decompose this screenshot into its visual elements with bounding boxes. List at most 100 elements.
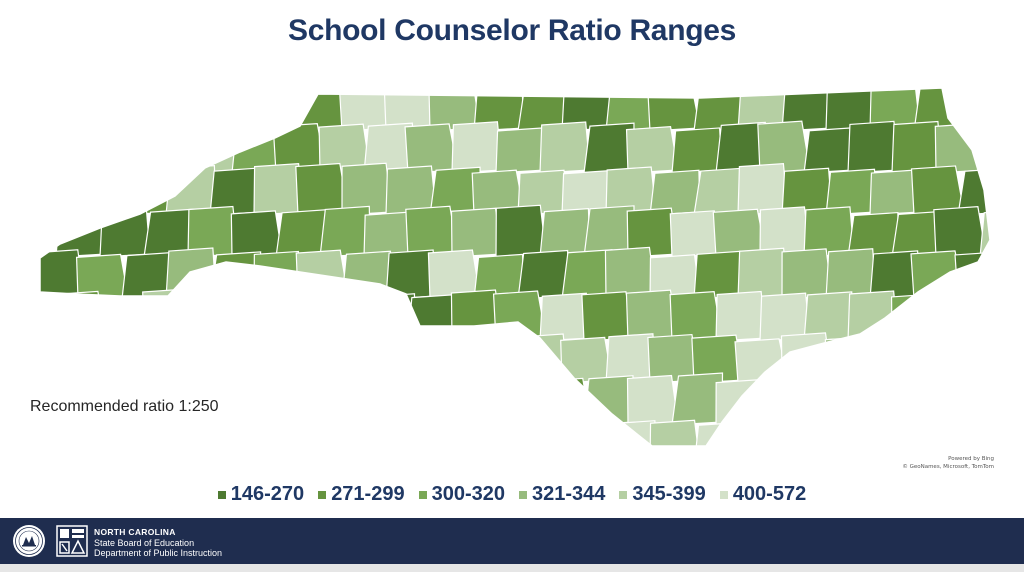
county-region — [76, 88, 129, 132]
county-region — [319, 205, 371, 258]
county-region — [977, 121, 990, 174]
county-region — [119, 88, 173, 132]
county-region — [824, 336, 877, 384]
county-region — [781, 422, 833, 446]
county-region — [583, 375, 635, 426]
county-region — [405, 205, 459, 258]
legend-item-1: 146-270 — [217, 483, 304, 506]
county-region — [341, 250, 393, 300]
county-region — [98, 126, 151, 174]
footer-line-2: State Board of Education — [94, 537, 195, 548]
county-region — [363, 293, 416, 342]
county-region — [275, 378, 327, 426]
county-region — [803, 376, 855, 426]
county-region — [891, 120, 943, 174]
county-region — [539, 121, 591, 174]
county-region — [40, 88, 85, 132]
county-region — [252, 414, 305, 446]
county-region — [187, 295, 240, 342]
county-region — [495, 204, 547, 258]
county-region — [935, 377, 987, 426]
county-region — [869, 337, 921, 384]
county-region — [77, 331, 129, 384]
county-region — [230, 210, 283, 258]
map-svg — [39, 87, 991, 447]
county-region — [231, 295, 283, 342]
map-attribution: Powered by Bing © GeoNames, Microsoft, T… — [902, 455, 994, 471]
attribution-line-2: © GeoNames, Microsoft, TomTom — [902, 464, 994, 470]
county-region — [275, 293, 327, 342]
county-region — [823, 419, 877, 446]
county-region — [626, 374, 679, 426]
county-region — [40, 163, 85, 216]
legend-item-4: 321-344 — [519, 483, 605, 506]
legend-item-3: 300-320 — [418, 483, 505, 506]
county-region — [891, 379, 943, 426]
county-region — [539, 208, 591, 258]
county-region — [934, 122, 987, 174]
nc-county-map — [0, 60, 1024, 460]
county-region — [913, 416, 965, 446]
county-region — [625, 126, 679, 174]
legend-item-5: 345-399 — [619, 483, 706, 506]
county-region — [209, 251, 262, 300]
footer-org-name: NORTH CAROLINA — [94, 527, 176, 537]
county-region — [492, 290, 547, 342]
state-seal-icon — [13, 525, 45, 557]
county-region — [671, 127, 723, 174]
county-region — [75, 166, 129, 216]
county-region — [165, 330, 217, 384]
county-region — [429, 419, 481, 446]
county-region — [847, 120, 899, 174]
county-region — [495, 127, 547, 174]
dpi-logo-icon — [56, 525, 88, 557]
county-region — [120, 415, 173, 446]
county-region — [253, 333, 305, 384]
county-region — [165, 247, 217, 300]
county-region — [294, 336, 349, 384]
county-region — [560, 336, 613, 384]
county-region — [99, 296, 151, 342]
county-region — [450, 207, 503, 258]
county-region — [473, 418, 525, 446]
county-region — [517, 414, 569, 446]
county-region — [890, 293, 943, 342]
county-region — [385, 336, 438, 384]
county-region — [979, 291, 990, 342]
county-region — [693, 167, 746, 216]
county-region — [957, 88, 990, 132]
county-region — [75, 417, 129, 446]
legend-swatch-6 — [719, 490, 728, 499]
county-region — [693, 421, 745, 446]
legend-swatch-4 — [519, 490, 527, 499]
county-region — [40, 335, 85, 384]
county-region — [647, 88, 701, 132]
county-region — [99, 206, 151, 258]
county-region — [935, 295, 987, 342]
footer-bar: NORTH CAROLINA State Board of Education … — [0, 518, 1024, 564]
footer-line-3: Department of Public Instruction — [94, 548, 223, 558]
legend-label-4: 321-344 — [532, 483, 606, 505]
recommended-ratio-note: Recommended ratio 1:250 — [30, 398, 219, 415]
county-region — [979, 380, 990, 426]
legend-swatch-1 — [217, 490, 226, 499]
county-region — [143, 126, 195, 174]
county-region — [165, 88, 217, 132]
county-region — [209, 415, 261, 446]
county-region — [671, 372, 724, 426]
county-region — [341, 414, 393, 446]
county-region — [561, 249, 613, 300]
county-region — [979, 209, 990, 258]
map-legend: 146-270 271-299 300-320 321-344 345-399 … — [0, 483, 1024, 506]
county-region — [869, 416, 922, 446]
county-region — [561, 419, 613, 446]
county-region — [803, 127, 855, 174]
page-title: School Counselor Ratio Ranges — [287, 14, 737, 47]
county-region — [715, 378, 767, 426]
county-region — [847, 374, 899, 426]
legend-label-2: 271-299 — [331, 483, 405, 505]
county-region — [118, 168, 173, 216]
county-region — [40, 417, 85, 446]
legend-item-6: 400-572 — [719, 483, 806, 506]
county-region — [473, 335, 525, 384]
